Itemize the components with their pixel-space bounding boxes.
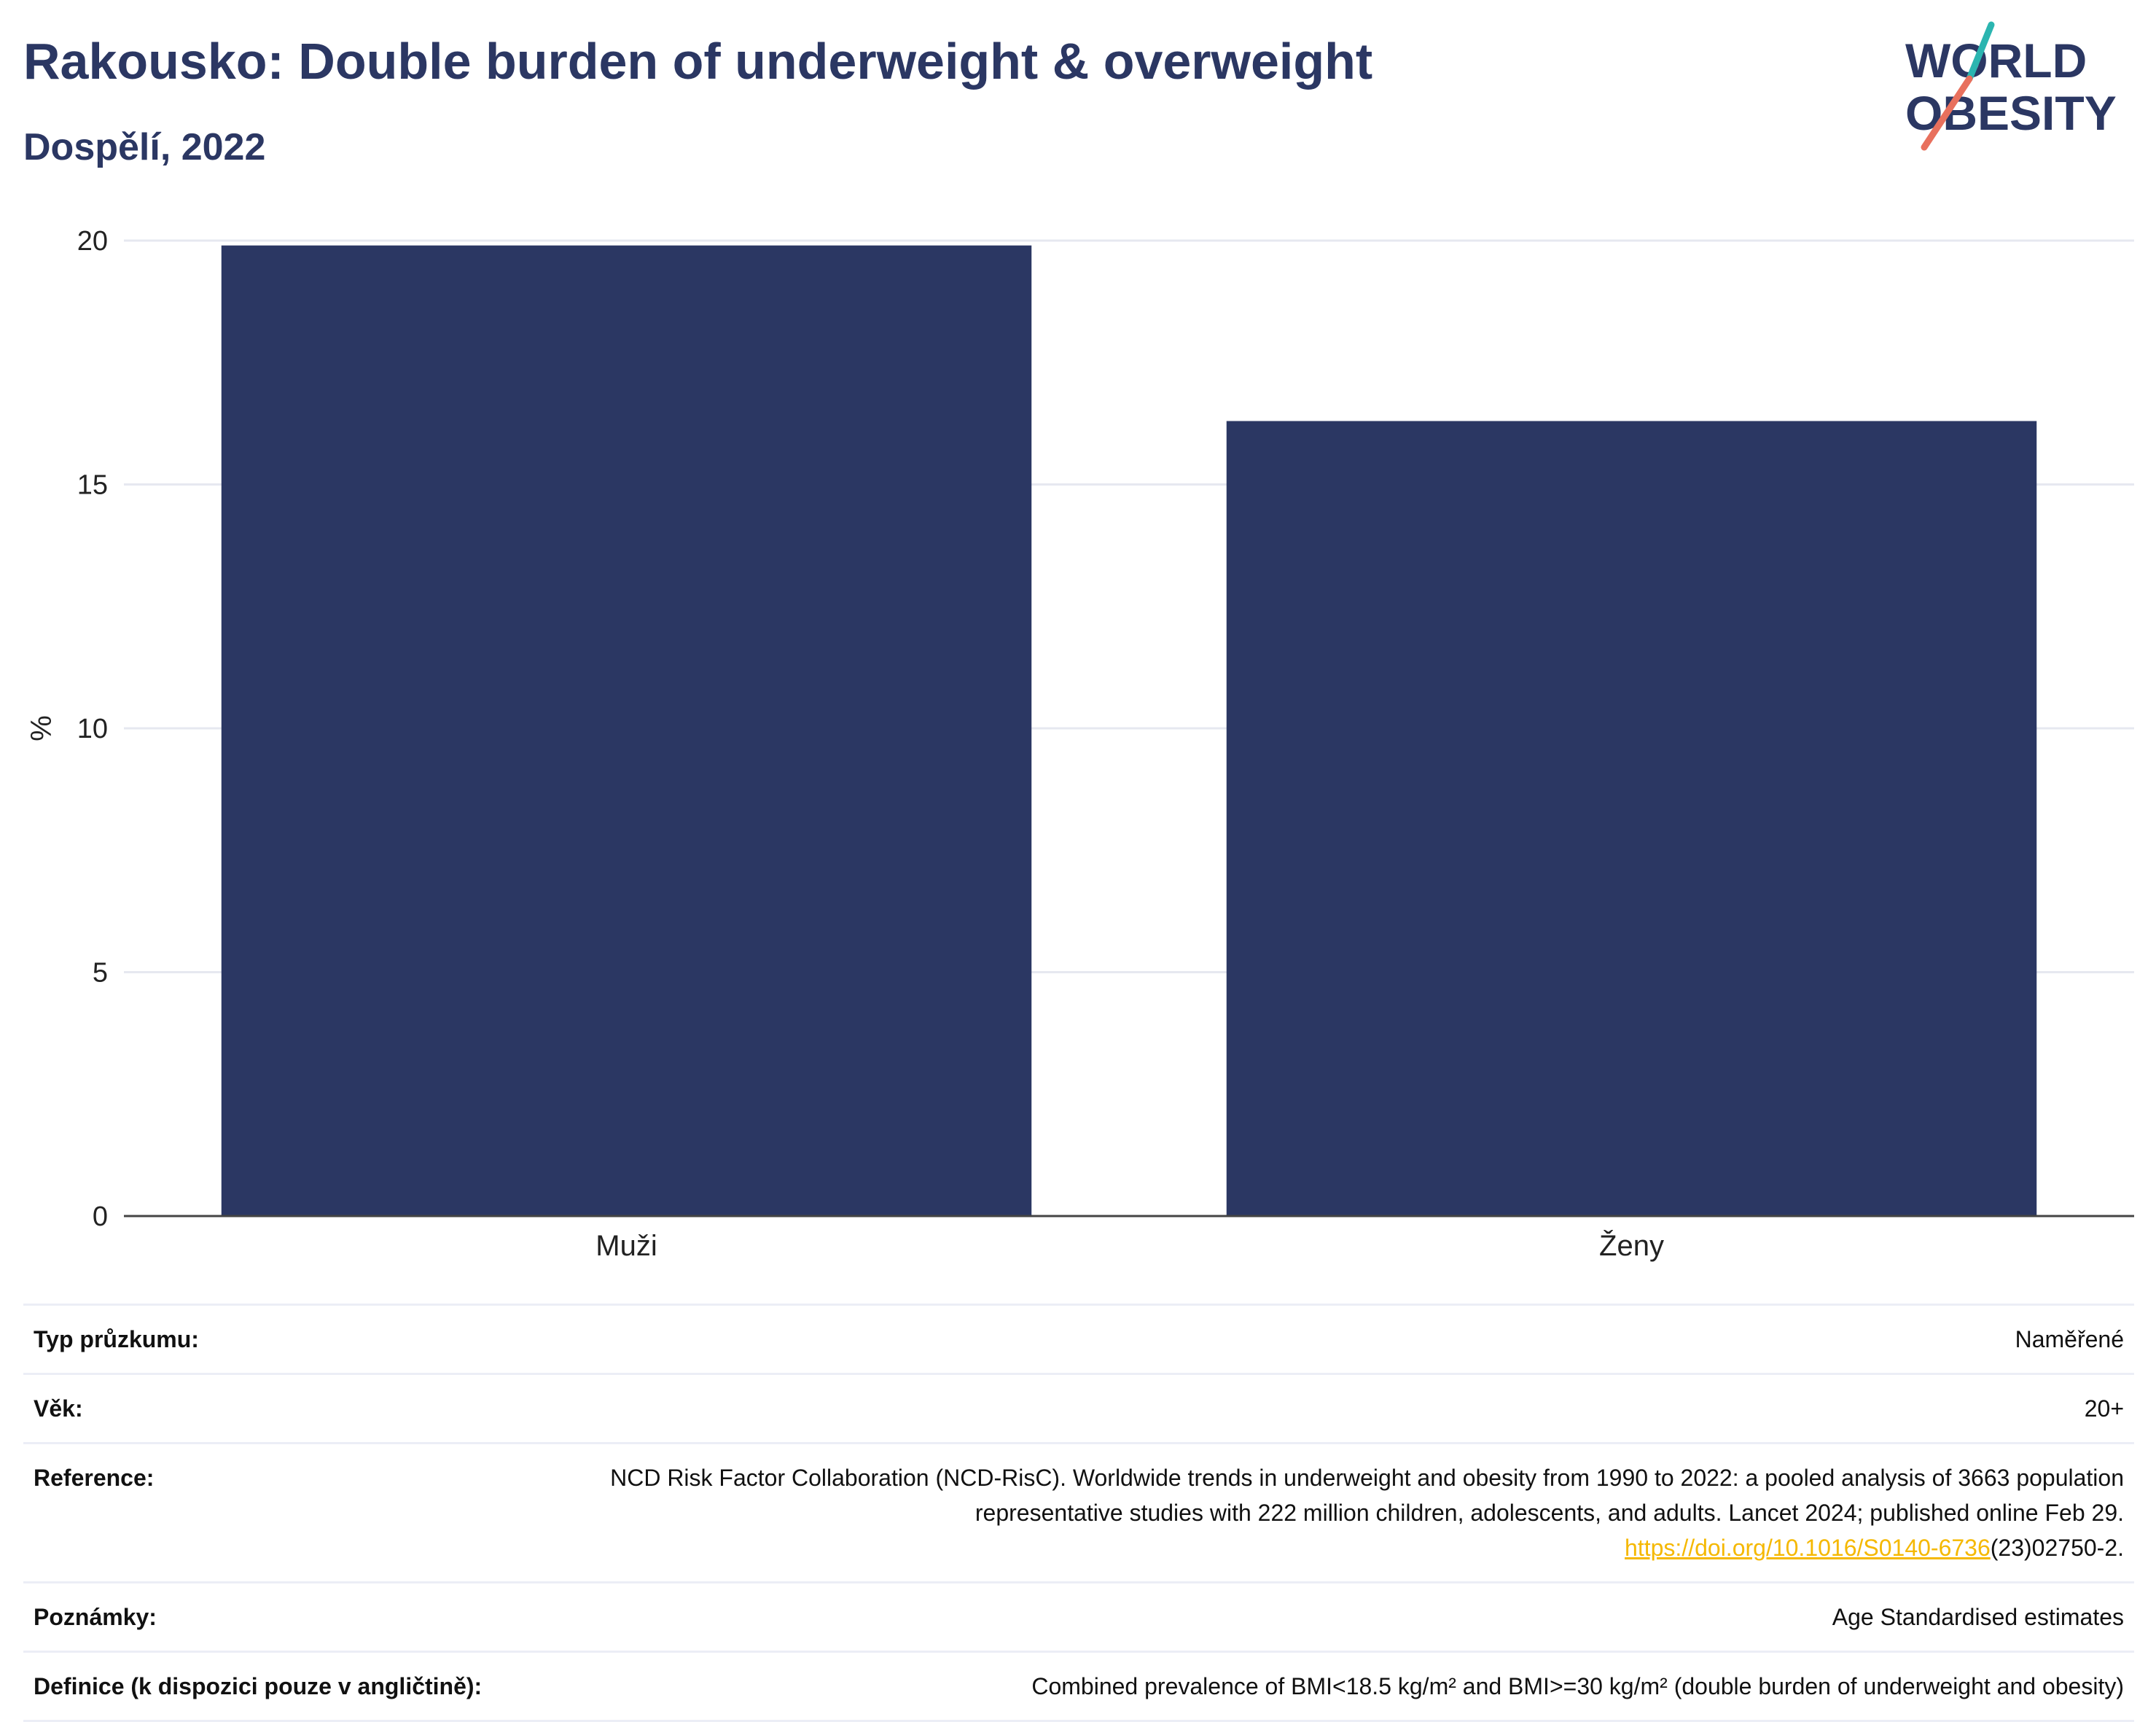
y-tick-label: 20 <box>77 226 108 257</box>
bar <box>221 245 1032 1217</box>
info-table: Typ průzkumu: Naměřené Věk: 20+ Referenc… <box>23 1304 2134 1722</box>
info-label: Reference: <box>34 1465 155 1491</box>
info-label: Typ průzkumu: <box>34 1326 199 1352</box>
info-row-age: Věk: 20+ <box>23 1374 2134 1444</box>
info-value: Age Standardised estimates <box>1832 1604 2124 1630</box>
page-title: Rakousko: Double burden of underweight &… <box>23 33 1373 90</box>
logo-text-obesity: OBESITY <box>1905 86 2117 140</box>
logo-text-world: WORLD <box>1905 34 2087 87</box>
info-row-reference: Reference: NCD Risk Factor Collaboration… <box>23 1443 2134 1583</box>
y-tick-label: 10 <box>77 714 108 744</box>
y-tick-label: 15 <box>77 470 108 501</box>
reference-doi-suffix: (23)02750-2. <box>1990 1535 2124 1561</box>
bar-chart: 0 5 10 15 20 Muži Ženy% <box>26 226 2134 1262</box>
bar <box>1226 421 2037 1216</box>
y-axis-label: % <box>26 715 58 741</box>
info-value: Naměřené <box>2015 1326 2124 1352</box>
x-tick-label: Ženy <box>1599 1229 1664 1262</box>
info-label: Poznámky: <box>34 1604 157 1630</box>
info-value: 20+ <box>2084 1395 2124 1422</box>
logo-slash-teal <box>1966 21 1995 82</box>
logo-slash-coral <box>1921 75 1973 151</box>
info-label: Definice (k dispozici pouze v angličtině… <box>34 1673 483 1699</box>
reference-doi-link[interactable]: https://doi.org/10.1016/S0140-6736 <box>1625 1535 1991 1561</box>
page-subtitle: Dospělí, 2022 <box>23 126 266 168</box>
info-row-definition: Definice (k dispozici pouze v angličtině… <box>23 1651 2134 1721</box>
info-label: Věk: <box>34 1395 83 1422</box>
world-obesity-logo: WORLD OBESITY <box>1905 21 2117 151</box>
info-row-notes: Poznámky: Age Standardised estimates <box>23 1582 2134 1652</box>
y-tick-label: 5 <box>93 958 108 989</box>
info-row-survey-type: Typ průzkumu: Naměřené <box>23 1304 2134 1374</box>
y-tick-label: 0 <box>93 1201 108 1232</box>
info-value-reference: NCD Risk Factor Collaboration (NCD-RisC)… <box>598 1444 2134 1583</box>
reference-text: NCD Risk Factor Collaboration (NCD-RisC)… <box>610 1465 2124 1526</box>
info-value: Combined prevalence of BMI<18.5 kg/m² an… <box>1031 1673 2124 1699</box>
x-tick-label: Muži <box>595 1230 657 1262</box>
